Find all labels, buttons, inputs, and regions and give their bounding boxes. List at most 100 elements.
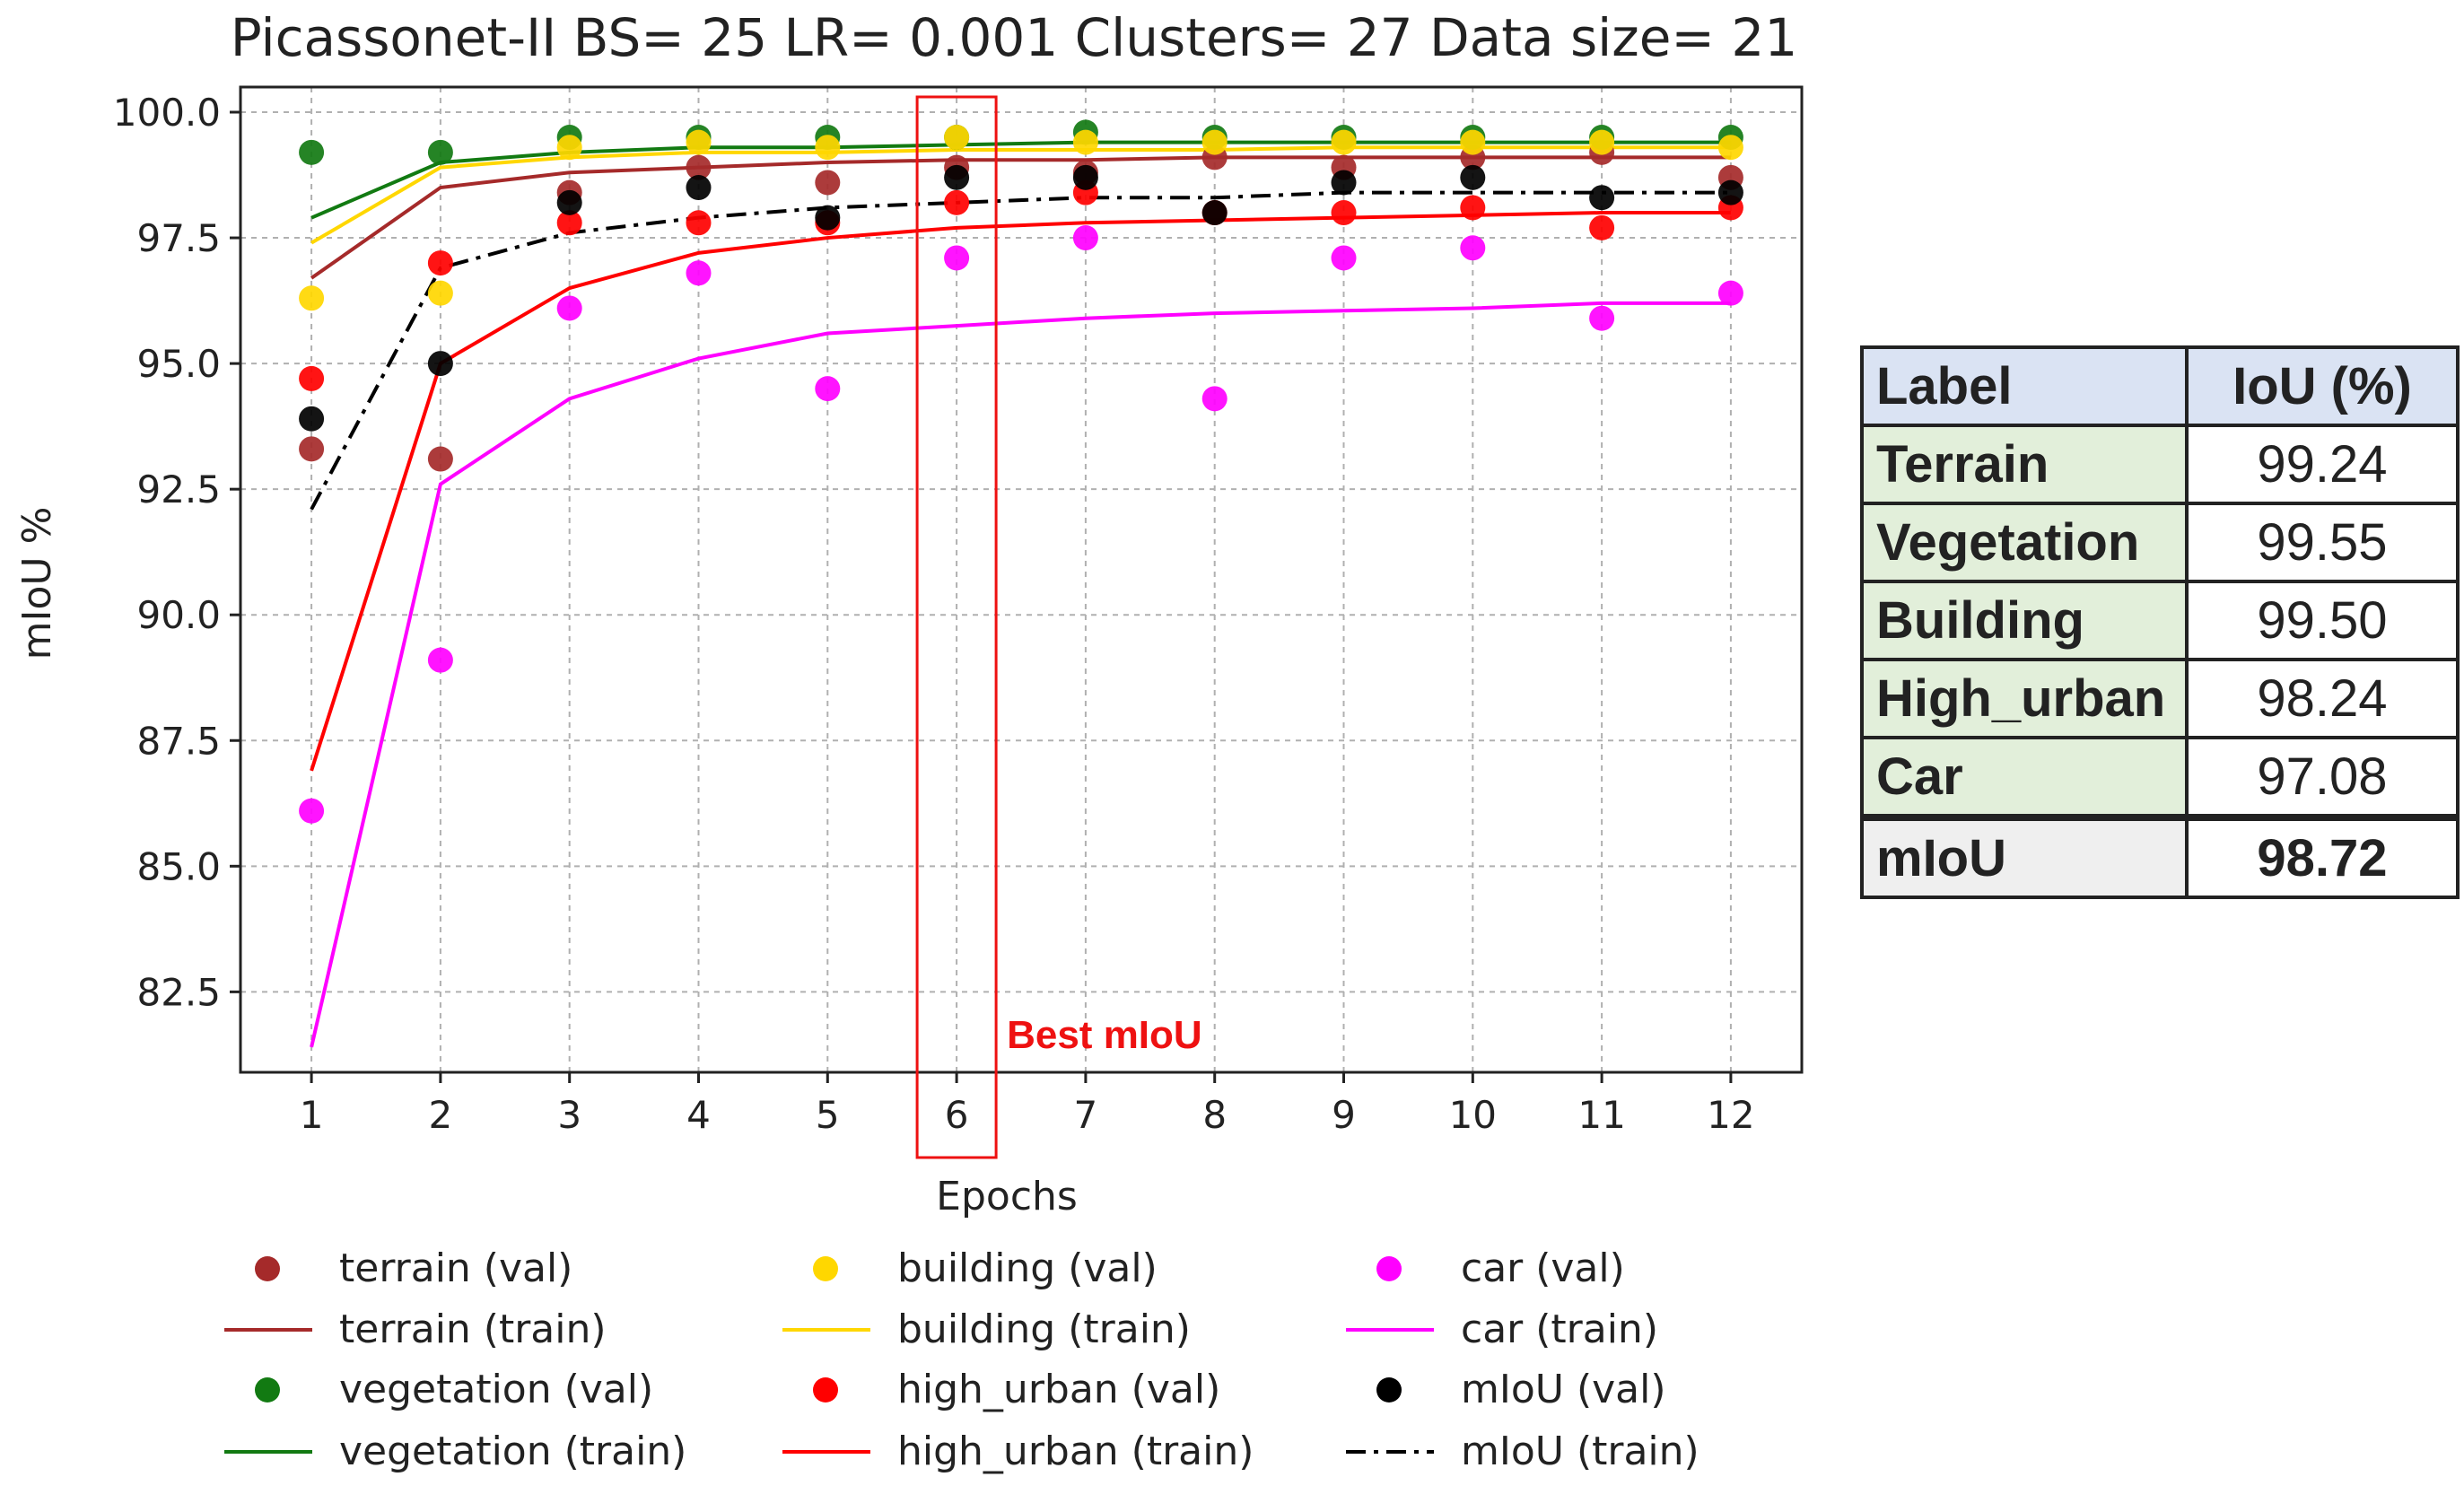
data-point [299, 365, 325, 391]
legend: terrain (val) terrain (train) vegetation (… [224, 1245, 1699, 1474]
data-point [1460, 164, 1486, 190]
row-value: 98.24 [2185, 658, 2460, 739]
y-tick-label: 95.0 [136, 342, 221, 386]
series-line [310, 301, 1731, 1048]
data-point [1460, 129, 1486, 155]
data-point [299, 436, 325, 462]
series-line [310, 140, 1731, 220]
data-point [944, 125, 970, 151]
data-point [299, 139, 325, 165]
x-tick-label: 3 [557, 1093, 581, 1137]
data-point [299, 285, 325, 311]
data-point [427, 351, 453, 377]
data-point [815, 205, 841, 231]
row-label: Car [1860, 736, 2189, 819]
legend-label: high_urban (val) [897, 1367, 1220, 1412]
data-point [427, 280, 453, 306]
x-tick-label: 8 [1202, 1093, 1227, 1137]
legend-label: mIoU (val) [1461, 1367, 1666, 1412]
x-tick-label: 12 [1707, 1093, 1754, 1137]
series-line [310, 145, 1731, 245]
best-miou-box [915, 95, 998, 1159]
y-axis-label: mIoU % [14, 507, 60, 660]
y-tick-label: 100.0 [113, 91, 221, 135]
table-row: High_urban 98.24 [1860, 658, 2460, 739]
data-point [1717, 280, 1743, 306]
data-point [1460, 195, 1486, 221]
data-point [944, 189, 970, 215]
data-point [1201, 386, 1228, 412]
data-point [686, 129, 712, 155]
legend-label: building (val) [897, 1245, 1158, 1291]
x-tick-label: 7 [1074, 1093, 1098, 1137]
legend-label: terrain (val) [339, 1245, 572, 1291]
x-tick-label: 6 [945, 1093, 969, 1137]
data-point [944, 245, 970, 271]
x-tick-label: 1 [300, 1093, 324, 1137]
row-label: Terrain [1860, 424, 2189, 505]
data-point [815, 170, 841, 196]
y-tick-label: 92.5 [136, 468, 221, 511]
data-point [1460, 235, 1486, 261]
legend-label: mIoU (train) [1461, 1429, 1699, 1474]
data-point [1331, 200, 1357, 226]
data-point [556, 295, 582, 321]
data-point [1589, 185, 1615, 211]
table-row: Terrain 99.24 [1860, 424, 2460, 505]
data-point [944, 164, 970, 190]
data-point [556, 210, 582, 236]
data-point [299, 798, 325, 824]
data-point [556, 189, 582, 215]
data-point [686, 260, 712, 286]
legend-label: high_urban (train) [897, 1429, 1254, 1474]
data-point [1717, 135, 1743, 161]
data-point [686, 154, 712, 180]
data-point [1072, 225, 1098, 251]
x-tick-label: 11 [1577, 1093, 1625, 1137]
series-line [310, 211, 1731, 772]
header-iou: IoU (%) [2185, 345, 2460, 427]
y-ticks: 82.5 85.0 87.5 90.0 92.5 95.0 97.5 100.0 [113, 91, 240, 1014]
legend-swatch-dot [1376, 1377, 1402, 1403]
legend-swatch-dot [813, 1377, 838, 1403]
legend-swatch-dot [255, 1377, 280, 1403]
miou-value: 98.72 [2185, 814, 2460, 899]
data-point [427, 250, 453, 276]
data-point [1331, 129, 1357, 155]
data-point [299, 406, 325, 432]
legend-swatch-dot [1376, 1256, 1402, 1281]
y-tick-label: 87.5 [136, 719, 221, 763]
iou-table-header: Label IoU (%) [1860, 345, 2460, 427]
series-lines [310, 140, 1731, 1048]
data-point [686, 175, 712, 201]
legend-label: terrain (train) [339, 1306, 607, 1352]
best-miou-label: Best mIoU [1007, 1013, 1202, 1057]
row-label: Vegetation [1860, 502, 2189, 583]
y-tick-label: 97.5 [136, 216, 221, 260]
legend-label: car (val) [1461, 1245, 1625, 1291]
legend-label: vegetation (val) [339, 1367, 653, 1412]
data-point [427, 446, 453, 472]
data-point [1072, 164, 1098, 190]
data-point [427, 139, 453, 165]
y-tick-label: 82.5 [136, 970, 221, 1014]
legend-swatch-dot [813, 1256, 838, 1281]
legend-swatch-dot [255, 1256, 280, 1281]
data-point [1589, 305, 1615, 331]
data-point [1589, 129, 1615, 155]
row-label: High_urban [1860, 658, 2189, 739]
data-point [815, 135, 841, 161]
legend-label: car (train) [1461, 1306, 1658, 1352]
data-point [1072, 129, 1098, 155]
header-label: Label [1860, 345, 2189, 427]
chart-title: Picassonet-II BS= 25 LR= 0.001 Clusters=… [231, 7, 1798, 68]
data-point [1201, 200, 1228, 226]
row-value: 99.24 [2185, 424, 2460, 505]
data-point [815, 376, 841, 402]
table-row-miou: mIoU 98.72 [1860, 814, 2460, 899]
x-ticks: 1 2 3 4 5 6 7 8 9 10 11 12 [300, 1072, 1755, 1137]
x-tick-label: 4 [686, 1093, 711, 1137]
plot-frame [239, 85, 1804, 1074]
iou-table: Label IoU (%) Terrain 99.24 Vegetation 9… [1860, 345, 2460, 899]
